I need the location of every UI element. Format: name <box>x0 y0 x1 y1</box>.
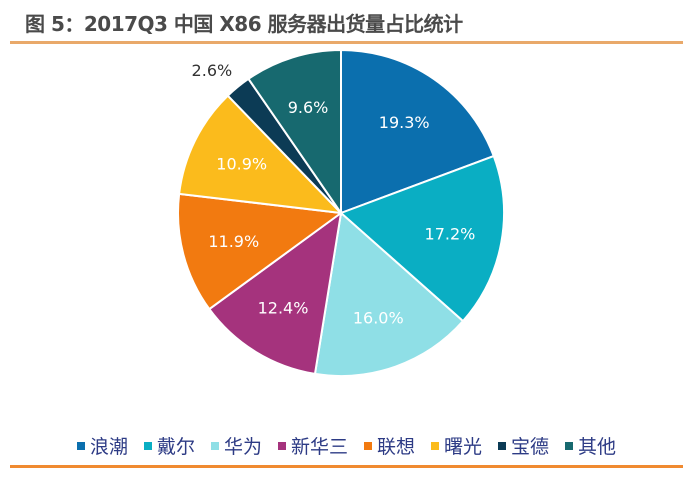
title-divider <box>10 41 683 44</box>
legend-swatch <box>431 441 440 450</box>
slice-label-7: 9.6% <box>288 98 329 117</box>
legend-item: 浪潮 <box>76 432 128 459</box>
legend-item: 华为 <box>210 432 262 459</box>
legend-label: 曙光 <box>444 436 483 458</box>
legend-label: 新华三 <box>290 436 348 458</box>
pie-slice-5 <box>178 94 344 215</box>
legend-label: 浪潮 <box>89 436 128 458</box>
slice-label-1: 17.2% <box>425 224 476 243</box>
legend-swatch <box>277 441 286 450</box>
legend-swatch <box>76 441 85 450</box>
pie-slice-3 <box>207 210 343 376</box>
legend-label: 联想 <box>377 436 416 458</box>
legend-item: 新华三 <box>277 432 348 459</box>
slice-label-5: 10.9% <box>216 155 267 174</box>
slice-label-6: 2.6% <box>192 61 233 80</box>
legend-label: 华为 <box>223 436 262 458</box>
pie-slice-7 <box>247 48 342 217</box>
legend-item: 戴尔 <box>143 432 195 459</box>
legend-swatch <box>143 441 152 450</box>
legend-label: 其他 <box>578 436 617 458</box>
slice-label-0: 19.3% <box>379 113 430 132</box>
legend-swatch <box>498 441 507 450</box>
legend-item: 宝德 <box>498 432 549 459</box>
pie-slice-2 <box>313 211 465 377</box>
slice-label-3: 12.4% <box>258 298 309 317</box>
pie-slice-0 <box>340 48 496 215</box>
legend: 浪潮 戴尔 华为 新华三 联想 曙光 宝德 其他 <box>0 432 693 459</box>
legend-swatch <box>210 441 219 450</box>
legend-label: 戴尔 <box>156 436 195 458</box>
slice-label-2: 16.0% <box>353 308 404 327</box>
legend-swatch <box>364 441 372 450</box>
legend-label: 宝德 <box>511 436 550 458</box>
chart-title: 图 5：2017Q3 中国 X86 服务器出货量占比统计 <box>25 12 463 36</box>
legend-item: 曙光 <box>431 432 482 459</box>
legend-item: 联想 <box>364 432 415 459</box>
pie-slice-1 <box>339 154 505 323</box>
bottom-divider <box>10 465 683 468</box>
legend-swatch <box>565 441 574 450</box>
slice-label-4: 11.9% <box>208 232 259 251</box>
pie-slice-4 <box>177 192 344 311</box>
legend-item: 其他 <box>565 432 616 459</box>
